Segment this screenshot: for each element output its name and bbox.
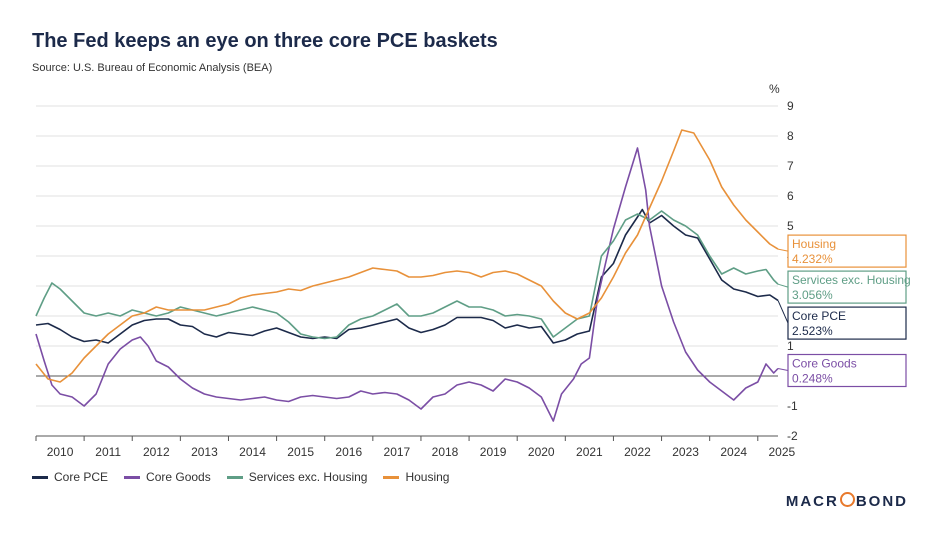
axes: -2-10123456789%2010201120122013201420152…: [35, 82, 798, 459]
y-tick-label: 5: [787, 219, 794, 233]
x-tick-label: 2019: [480, 445, 507, 459]
chart-source: Source: U.S. Bureau of Economic Analysis…: [32, 62, 273, 74]
legend-swatch: [32, 475, 48, 479]
legend-swatch: [124, 475, 141, 479]
x-tick-label: 2010: [47, 445, 74, 459]
y-unit-label: %: [769, 82, 780, 96]
x-tick-label: 2011: [95, 445, 121, 459]
x-tick-label: 2013: [191, 445, 218, 459]
end-label-leader-2: [777, 283, 789, 288]
x-tick-label: 2023: [672, 445, 699, 459]
logo-text-a: MACR: [785, 493, 839, 510]
legend-swatch: [226, 475, 243, 479]
series-line-3: [35, 129, 779, 383]
legend-label: Housing: [405, 470, 450, 484]
x-tick-label: 2018: [432, 445, 459, 459]
end-label-value-2: 3.056%: [792, 288, 833, 302]
x-tick-label: 2022: [624, 445, 651, 459]
series-line-1: [35, 147, 779, 422]
end-label-name-3: Housing: [792, 237, 836, 251]
end-label-leader-1: [777, 368, 789, 371]
legend-item-3: Housing: [383, 470, 449, 484]
series-line-0: [35, 208, 779, 344]
end-label-leader-3: [777, 248, 789, 252]
y-tick-label: 9: [787, 99, 794, 113]
legend: Core PCE Core Goods Services exc. Housing H…: [32, 470, 449, 484]
x-tick-label: 2020: [528, 445, 555, 459]
macrobond-logo: MACR BOND: [786, 492, 908, 510]
logo-o-icon: [839, 492, 855, 507]
end-label-box-0: [787, 306, 907, 340]
series-lines: [35, 129, 779, 422]
legend-swatch: [383, 475, 400, 479]
end-label-value-0: 2.523%: [792, 324, 833, 338]
legend-label: Core PCE: [54, 470, 109, 484]
x-tick-label: 2014: [239, 445, 266, 459]
x-tick-label: 2017: [384, 445, 411, 459]
end-label-name-2: Services exc. Housing: [792, 273, 911, 287]
end-label-value-3: 4.232%: [792, 252, 833, 266]
end-label-box-2: [787, 270, 907, 304]
x-tick-label: 2015: [287, 445, 314, 459]
end-label-leader-0: [777, 300, 789, 324]
legend-item-2: Services exc. Housing: [226, 470, 368, 484]
grid-lines: [36, 105, 778, 437]
x-tick-label: 2021: [576, 445, 603, 459]
x-tick-label: 2025: [768, 445, 795, 459]
end-label-name-1: Core Goods: [792, 357, 857, 371]
y-tick-label: 8: [787, 129, 794, 143]
y-tick-label: 7: [787, 159, 794, 173]
legend-label: Core Goods: [146, 470, 211, 484]
y-tick-label: 1: [787, 339, 794, 353]
chart-title: The Fed keeps an eye on three core PCE b…: [32, 30, 498, 52]
legend-label: Services exc. Housing: [248, 470, 368, 484]
series-line-2: [35, 210, 779, 340]
x-tick-label: 2012: [143, 445, 170, 459]
end-label-value-1: 0.248%: [792, 372, 833, 386]
legend-item-1: Core Goods: [124, 470, 211, 484]
x-tick-label: 2016: [335, 445, 362, 459]
y-tick-label: -1: [787, 399, 798, 413]
logo-text-b: BOND: [855, 493, 908, 510]
legend-item-0: Core PCE: [32, 470, 108, 484]
y-tick-label: 6: [787, 189, 794, 203]
end-label-name-0: Core PCE: [792, 309, 846, 323]
x-tick-label: 2024: [720, 445, 747, 459]
y-tick-label: -2: [787, 429, 798, 443]
end-label-box-1: [787, 353, 907, 388]
